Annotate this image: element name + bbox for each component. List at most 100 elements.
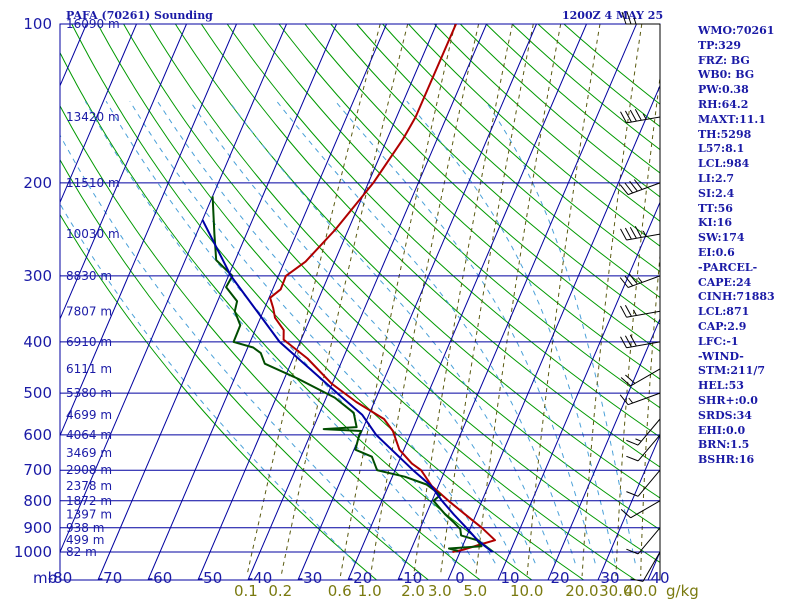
isotherms (60, 24, 660, 580)
mixing-ratio-line (280, 24, 409, 577)
dry-adiabat-line (434, 24, 660, 222)
wind-barb-flag (629, 273, 638, 285)
wind-barb-staff (627, 392, 661, 406)
wind-barb-flag (624, 110, 632, 123)
height-label: 11510 m (66, 176, 120, 190)
index-item: SRDS:34 (698, 408, 752, 422)
isotherm-line (397, 24, 637, 580)
isotherm-line (147, 24, 387, 580)
index-item: SHR+:0.0 (698, 393, 758, 407)
valid-time: 1200Z 4 MAY 25 (562, 9, 664, 22)
wind-barb-flag (620, 377, 631, 387)
index-item: -PARCEL- (698, 260, 758, 274)
dry-adiabat-line (459, 24, 660, 198)
wind-barb-flag (624, 304, 632, 317)
isotherm-line (597, 434, 660, 580)
index-item: WB0: BG (698, 68, 755, 82)
wind-barb-flag (634, 108, 642, 121)
wind-barb-flag (625, 374, 636, 384)
wind-barb-flag (620, 305, 627, 318)
dry-adiabat-line (511, 24, 660, 151)
dry-adiabat-line (123, 24, 660, 563)
mixing-ratio-label: 20.0 (565, 582, 598, 600)
dry-adiabat-line (60, 158, 429, 580)
mixing-ratio-label: 0.6 (328, 582, 352, 600)
wind-barb-staff (637, 434, 661, 462)
wind-barb-flag (620, 336, 627, 349)
wind-barb-half-flag (628, 397, 634, 404)
chart-title: PAFA (70261) Sounding (66, 9, 213, 22)
dewpoint-trace (211, 196, 483, 552)
wind-barb-flag (629, 334, 637, 347)
dry-adiabat-line (485, 24, 660, 174)
mixing-ratio-label: 1.0 (358, 582, 382, 600)
height-label: 10030 m (66, 227, 120, 241)
isotherm-line (60, 24, 237, 437)
mixing-ratio-line (369, 24, 480, 577)
moist-adiabat-line (84, 100, 456, 564)
mixing-ratio-label: 0.1 (234, 582, 258, 600)
pressure-label: 700 (23, 461, 52, 479)
temperature-tick-label: 20 (550, 569, 569, 587)
wind-barb-flag (624, 275, 634, 287)
dry-adiabats (60, 24, 660, 580)
wind-barb-staff (626, 341, 661, 349)
temperature-tick-label: -30 (298, 569, 323, 587)
moist-adiabat-line (406, 100, 616, 564)
height-label: 6111 m (66, 362, 112, 376)
mixing-ratio-line (339, 24, 456, 577)
plot-border (59, 23, 661, 581)
height-label: 6910 m (66, 335, 112, 349)
wind-barb-half-flag (635, 438, 642, 442)
temperature-tick-label: -20 (348, 569, 373, 587)
index-item: LCL:984 (698, 157, 750, 171)
moist-adiabat-line (228, 100, 556, 564)
index-item: TH:5298 (698, 127, 752, 141)
dry-adiabat-line (71, 24, 584, 580)
height-label: 7807 m (66, 304, 112, 318)
wind-barb-half-flag (632, 309, 637, 316)
height-label: 2908 m (66, 463, 112, 477)
index-item: PW:0.38 (698, 83, 749, 97)
mixing-ratio-line (475, 24, 562, 577)
wind-barb-flag (620, 509, 631, 519)
wind-barb-flag (630, 578, 644, 582)
isotherm-line (97, 24, 337, 580)
wind-barbs (619, 11, 661, 582)
dry-adiabat-line (60, 104, 481, 580)
wind-barb-half-flag (642, 113, 647, 120)
temperature-tick-label: 30 (600, 569, 619, 587)
mixing-ratio-label: 10.0 (510, 582, 543, 600)
moist-adiabat-line (60, 134, 406, 564)
dry-adiabat-line (60, 213, 377, 580)
index-item: STM:211/7 (698, 364, 765, 378)
temperature-tick-label: -70 (98, 569, 123, 587)
temperature-tick-label: -60 (148, 569, 173, 587)
wind-barb-flag (624, 182, 634, 194)
height-label: 13420 m (66, 110, 120, 124)
index-item: -WIND- (698, 349, 744, 363)
mixing-ratio-line (640, 250, 660, 577)
mixing-ratio-line (246, 24, 381, 577)
moist-adiabat-line (156, 100, 516, 564)
wind-barb-staff (637, 418, 661, 446)
pressure-label: 500 (23, 384, 52, 402)
moist-adiabat-line (60, 202, 356, 564)
temperature-tick-label: -80 (48, 569, 73, 587)
pressure-label: 600 (23, 426, 52, 444)
temperature-trace (269, 24, 496, 553)
wind-barb-half-flag (642, 230, 647, 237)
height-label: 499 m (66, 533, 104, 547)
wind-barb-staff (637, 469, 661, 497)
index-item: LFC:-1 (698, 334, 739, 348)
isotherm-line (547, 317, 660, 580)
dry-adiabat-line (252, 24, 660, 409)
index-item: CAPE:24 (698, 275, 752, 289)
mixing-ratio-label: 30.0 (599, 582, 632, 600)
wind-barb-staff (642, 551, 661, 582)
index-item: KI:16 (698, 216, 733, 230)
pressure-unit: mb (33, 569, 57, 587)
wind-barb-flag (626, 548, 639, 555)
